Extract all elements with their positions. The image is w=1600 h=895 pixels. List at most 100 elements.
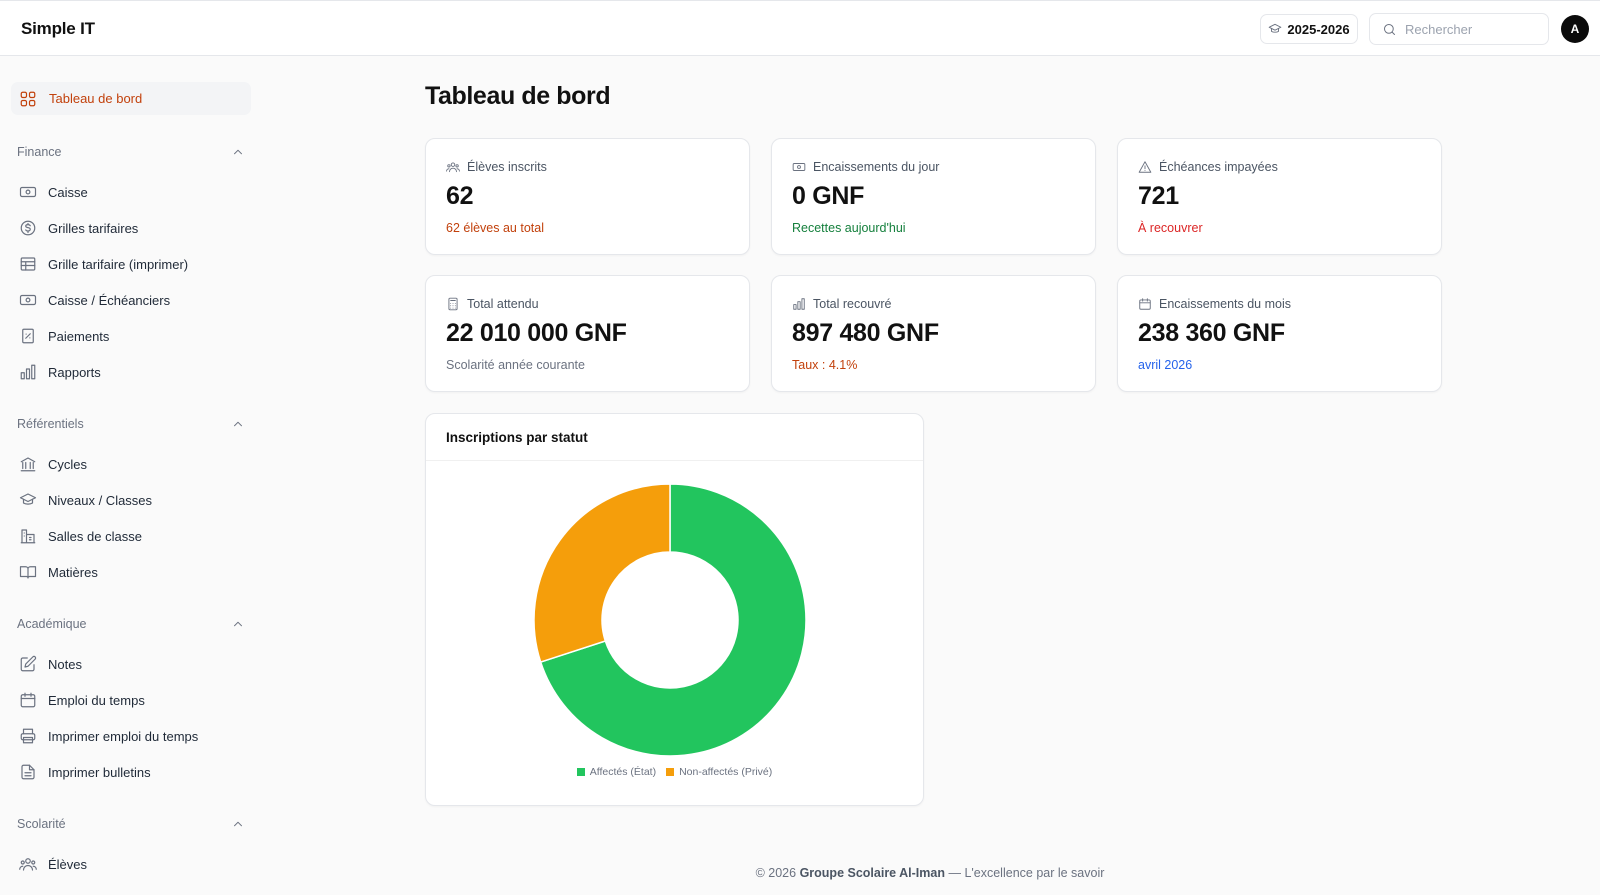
calendar-icon <box>20 692 36 708</box>
edit-icon <box>20 655 37 672</box>
sidebar-item-label: Notes <box>48 656 82 672</box>
chevron-up-icon <box>234 621 242 627</box>
sidebar-item-grille-imprimer[interactable]: Grille tarifaire (imprimer) <box>19 253 188 275</box>
group-title-label: Référentiels <box>17 417 84 431</box>
stat-card-subtitle: À recouvrer <box>1138 221 1203 235</box>
sidebar-group-academique[interactable]: Académique <box>17 617 245 631</box>
users-icon <box>446 162 460 173</box>
top-header: Simple IT 2025-2026 A <box>0 0 1600 56</box>
sidebar-item-label: Imprimer bulletins <box>48 764 151 780</box>
stat-card-total-recouvre: Total recouvré 897 480 GNF Taux : 4.1% <box>771 275 1096 392</box>
legend-swatch <box>576 768 585 776</box>
sidebar-item-label: Élèves <box>48 856 88 872</box>
calendar-icon <box>1139 298 1151 310</box>
sidebar-item-label: Rapports <box>48 364 101 380</box>
stat-card-subtitle: Recettes aujourd'hui <box>792 221 906 235</box>
sidebar-item-imprimer-emploi[interactable]: Imprimer emploi du temps <box>19 725 198 747</box>
legend-item[interactable]: Non-affectés (Privé) <box>666 766 772 778</box>
file-text-icon <box>21 764 35 780</box>
graduation-cap-icon <box>19 493 37 505</box>
sidebar-item-cycles[interactable]: Cycles <box>19 453 87 475</box>
banknote-icon <box>19 294 37 306</box>
chart-legend: Affectés (État) Non-affectés (Privé) <box>426 766 923 778</box>
page-title: Tableau de bord <box>425 82 611 110</box>
donut-chart <box>533 483 807 757</box>
chevron-up-icon <box>234 821 242 827</box>
donut-slice-1[interactable] <box>533 483 671 663</box>
sidebar-item-label: Salles de classe <box>48 528 142 544</box>
layout-grid-icon <box>20 91 36 106</box>
sidebar-item-caisse-echeanciers[interactable]: Caisse / Échéanciers <box>19 289 170 311</box>
footer-org: Groupe Scolaire Al-Iman <box>799 866 945 880</box>
sidebar-item-label: Tableau de bord <box>49 91 143 106</box>
sidebar-item-rapports[interactable]: Rapports <box>19 361 101 383</box>
sidebar-item-matieres[interactable]: Matières <box>19 561 98 583</box>
legend-swatch <box>666 768 675 776</box>
stat-card-encaissements-mois: Encaissements du mois 238 360 GNF avril … <box>1117 275 1442 392</box>
group-title-label: Scolarité <box>17 817 66 831</box>
brand-logo[interactable]: Simple IT <box>21 19 95 38</box>
sidebar-item-dashboard[interactable]: Tableau de bord <box>11 82 251 115</box>
printer-icon <box>20 728 36 744</box>
user-avatar[interactable]: A <box>1561 15 1589 43</box>
sidebar-item-label: Grille tarifaire (imprimer) <box>48 256 189 272</box>
academic-year-button[interactable]: 2025-2026 <box>1260 14 1358 44</box>
stat-card-value: 721 <box>1138 182 1179 210</box>
footer-tagline: — L'excellence par le savoir <box>948 866 1105 880</box>
calculator-icon <box>448 297 458 311</box>
sidebar-item-label: Grilles tarifaires <box>48 220 139 236</box>
sidebar-item-emploi-du-temps[interactable]: Emploi du temps <box>19 689 145 711</box>
legend-item[interactable]: Affectés (État) <box>576 766 657 778</box>
stat-card-subtitle: avril 2026 <box>1138 358 1193 372</box>
sidebar-item-label: Caisse / Échéanciers <box>48 292 171 308</box>
academic-year-label: 2025-2026 <box>1287 21 1350 37</box>
landmark-icon <box>20 457 36 472</box>
sidebar-item-grilles-tarifaires[interactable]: Grilles tarifaires <box>19 217 138 239</box>
sidebar-item-paiements[interactable]: Paiements <box>19 325 109 347</box>
graduation-cap-icon <box>1269 23 1282 33</box>
sidebar-item-label: Caisse <box>48 184 88 200</box>
sidebar-item-label: Emploi du temps <box>48 692 145 708</box>
stat-card-subtitle: Taux : 4.1% <box>792 358 858 372</box>
chart-card-inscriptions: Inscriptions par statut Affectés (État) … <box>425 413 924 806</box>
donut-slice-0[interactable] <box>539 483 807 757</box>
sidebar-item-niveaux-classes[interactable]: Niveaux / Classes <box>19 489 152 511</box>
sidebar-group-scolarite[interactable]: Scolarité <box>17 817 245 831</box>
sidebar-item-caisse[interactable]: Caisse <box>19 181 88 203</box>
receipt-percent-icon <box>22 328 34 344</box>
book-open-icon <box>19 566 37 579</box>
chevron-up-icon <box>234 149 242 155</box>
dollar-circle-icon <box>20 220 36 236</box>
sidebar-group-referentiels[interactable]: Référentiels <box>17 417 245 431</box>
footer-copyright: © 2026 <box>755 866 797 880</box>
sidebar-group-finance[interactable]: Finance <box>17 145 245 159</box>
sidebar-item-imprimer-bulletins[interactable]: Imprimer bulletins <box>19 761 151 783</box>
sidebar-item-label: Paiements <box>48 328 110 344</box>
search-box[interactable] <box>1369 13 1549 45</box>
chart-title: Inscriptions par statut <box>446 430 588 445</box>
bar-chart-icon <box>20 364 36 380</box>
stat-card-label: Total recouvré <box>813 297 892 311</box>
stat-card-value: 22 010 000 GNF <box>446 319 627 347</box>
stat-card-label: Total attendu <box>467 297 539 311</box>
stat-card-value: 62 <box>446 182 474 210</box>
stat-card-encaissements-jour: Encaissements du jour 0 GNF Recettes auj… <box>771 138 1096 255</box>
stat-card-label: Encaissements du mois <box>1159 297 1292 311</box>
sidebar-item-salles-de-classe[interactable]: Salles de classe <box>19 525 142 547</box>
legend-label: Non-affectés (Privé) <box>679 766 773 778</box>
search-icon <box>1384 23 1395 35</box>
legend-label: Affectés (État) <box>589 766 657 778</box>
sidebar-item-eleves[interactable]: Élèves <box>19 853 87 875</box>
sidebar-item-notes[interactable]: Notes <box>19 653 82 675</box>
stat-card-label: Élèves inscrits <box>467 160 547 174</box>
alert-triangle-icon <box>1138 161 1152 173</box>
banknote-icon <box>19 186 37 198</box>
sidebar-item-label: Imprimer emploi du temps <box>48 728 199 744</box>
stat-card-label: Échéances impayées <box>1159 160 1278 174</box>
sidebar-item-label: Cycles <box>48 456 88 472</box>
stat-card-subtitle: Scolarité année courante <box>446 358 585 372</box>
group-title-label: Académique <box>17 617 87 631</box>
search-input[interactable] <box>1405 21 1535 37</box>
footer: © 2026 Groupe Scolaire Al-Iman — L'excel… <box>425 866 1435 880</box>
stat-card-label: Encaissements du jour <box>813 160 940 174</box>
